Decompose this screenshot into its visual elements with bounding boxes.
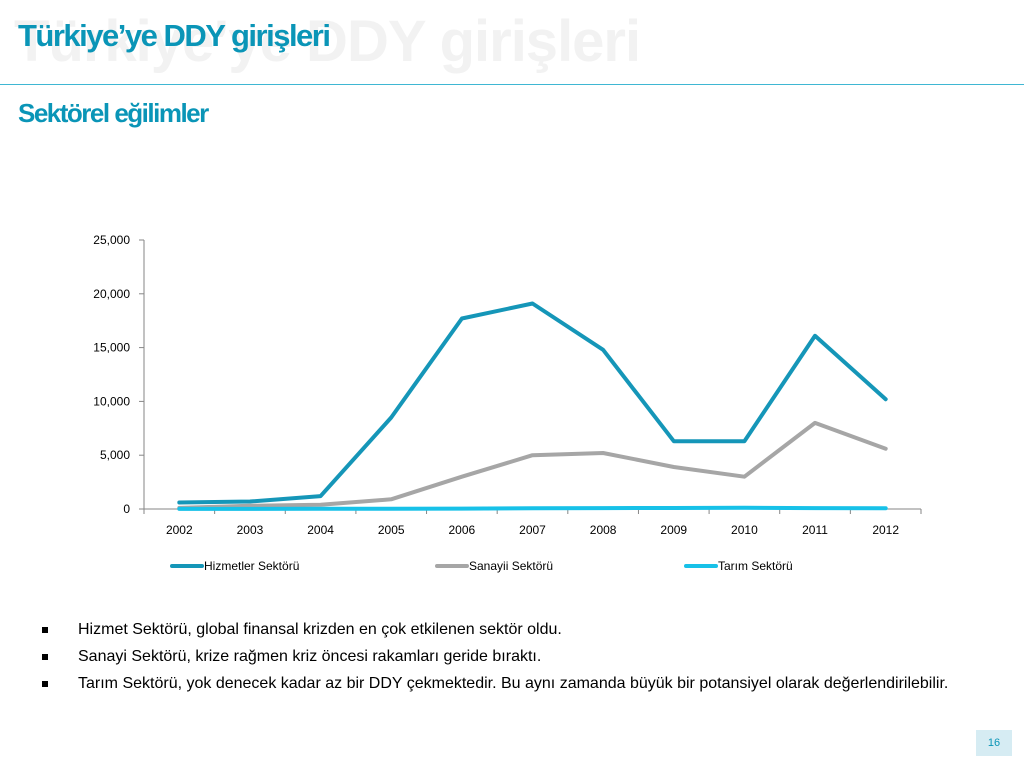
series-layer [177, 301, 888, 511]
bullet-item: Hizmet Sektörü, global finansal krizden … [40, 619, 960, 640]
legend-label: Tarım Sektörü [718, 559, 793, 573]
title-divider [0, 84, 1024, 85]
bullet-item: Sanayi Sektörü, krize rağmen kriz öncesi… [40, 646, 960, 667]
bullet-text: Hizmet Sektörü, global finansal krizden … [78, 621, 562, 638]
x-tick-label: 2012 [872, 523, 899, 537]
slide-subtitle: Sektörel eğilimler [18, 98, 209, 128]
y-tick-label: 25,000 [93, 233, 130, 247]
bullet-list: Hizmet Sektörü, global finansal krizden … [40, 619, 960, 700]
chart-axes [143, 240, 921, 510]
x-tick-label: 2004 [307, 523, 334, 537]
x-tick-label: 2008 [590, 523, 617, 537]
x-tick-label: 2005 [378, 523, 405, 537]
x-tick-label: 2007 [519, 523, 546, 537]
bullet-item: Tarım Sektörü, yok denecek kadar az bir … [40, 673, 960, 694]
square-bullet-icon [42, 627, 48, 633]
series-line-2 [177, 420, 888, 510]
legend-label: Sanayii Sektörü [469, 559, 553, 573]
y-tick-label: 5,000 [100, 448, 130, 462]
x-tick-label: 2003 [237, 523, 264, 537]
x-tick-label: 2002 [166, 523, 193, 537]
x-tick-label: 2011 [802, 523, 828, 537]
y-tick-label: 20,000 [93, 287, 130, 301]
series-line-3 [177, 505, 888, 511]
x-axis-ticks: 2002 2003 2004 2005 2006 2007 2008 2009 2010 2011… [143, 509, 922, 537]
slide-title: Türkiye’ye DDY girişleri [18, 18, 331, 53]
series-line-1 [177, 301, 888, 505]
x-tick-label: 2010 [731, 523, 758, 537]
chart-legend: Hizmetler Sektörü Sanayii Sektörü Tarım Se… [170, 559, 793, 573]
bullet-text: Tarım Sektörü, yok denecek kadar az bir … [78, 675, 949, 692]
title-watermark: Türkiye’ye DDY girişleri [14, 9, 641, 74]
y-axis-ticks: 0 5,000 10,000 15,000 20,000 25,000 [93, 233, 144, 516]
square-bullet-icon [42, 681, 48, 687]
page-number: 16 [976, 730, 1012, 756]
x-tick-label: 2006 [449, 523, 476, 537]
y-tick-label: 10,000 [93, 394, 130, 408]
y-tick-label: 15,000 [93, 341, 130, 355]
bullet-text: Sanayi Sektörü, krize rağmen kriz öncesi… [78, 648, 542, 665]
x-tick-label: 2009 [660, 523, 687, 537]
y-tick-label: 0 [123, 502, 130, 516]
legend-label: Hizmetler Sektörü [204, 559, 299, 573]
square-bullet-icon [42, 654, 48, 660]
